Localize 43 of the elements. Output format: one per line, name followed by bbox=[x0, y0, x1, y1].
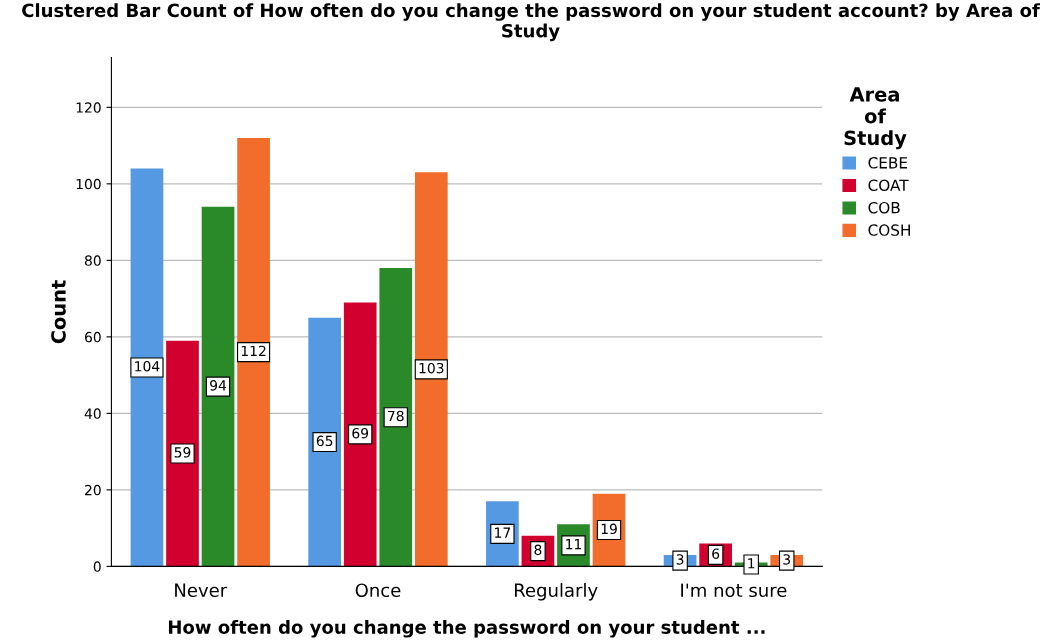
data-label: 103 bbox=[419, 362, 444, 374]
bar bbox=[379, 268, 413, 567]
bar bbox=[343, 302, 377, 567]
bar bbox=[308, 317, 342, 567]
data-label: 78 bbox=[388, 410, 404, 422]
y-tick-label: 20 bbox=[85, 484, 101, 496]
chart-title: Clustered Bar Count of How often do you change the password on your student account? by Area of Study bbox=[22, 3, 1040, 42]
y-axis-title: Count bbox=[51, 280, 66, 344]
y-tick-label: 0 bbox=[93, 561, 101, 572]
x-tick-label: Never bbox=[175, 583, 228, 598]
y-tick-label: 100 bbox=[76, 178, 101, 190]
legend-title: Area of Study bbox=[844, 87, 907, 150]
x-axis-title: How often do you change the password on your student ... bbox=[168, 619, 765, 638]
legend-label: COB bbox=[868, 201, 900, 214]
data-label: 3 bbox=[783, 554, 791, 565]
y-tick-label: 60 bbox=[84, 331, 101, 343]
data-label: 19 bbox=[601, 523, 617, 535]
y-tick-label: 40 bbox=[84, 408, 101, 419]
y-tick-label: 120 bbox=[76, 102, 101, 113]
data-label: 3 bbox=[676, 554, 684, 565]
x-tick-label: I'm not sure bbox=[681, 583, 787, 598]
bar bbox=[166, 340, 199, 567]
legend-label: COAT bbox=[868, 179, 909, 192]
y-tick-label: 80 bbox=[84, 255, 101, 266]
legend-label: CEBE bbox=[868, 157, 908, 169]
bar bbox=[237, 137, 270, 567]
data-label: 17 bbox=[495, 527, 511, 538]
data-label: 8 bbox=[534, 544, 542, 556]
bar bbox=[201, 206, 235, 567]
bar bbox=[414, 172, 448, 567]
data-label: 6 bbox=[712, 548, 720, 559]
data-label: 65 bbox=[316, 435, 333, 447]
legend-label: COSH bbox=[868, 224, 910, 236]
bar bbox=[130, 168, 164, 567]
data-label: 59 bbox=[174, 447, 191, 458]
x-tick-label: Regularly bbox=[514, 583, 598, 601]
data-label: 69 bbox=[352, 427, 369, 439]
data-label: 11 bbox=[566, 539, 582, 550]
data-label: 94 bbox=[210, 380, 227, 391]
data-label: 1 bbox=[748, 558, 755, 569]
x-tick-label: Once bbox=[355, 583, 401, 598]
data-label: 112 bbox=[241, 345, 266, 356]
data-label: 104 bbox=[135, 360, 160, 372]
